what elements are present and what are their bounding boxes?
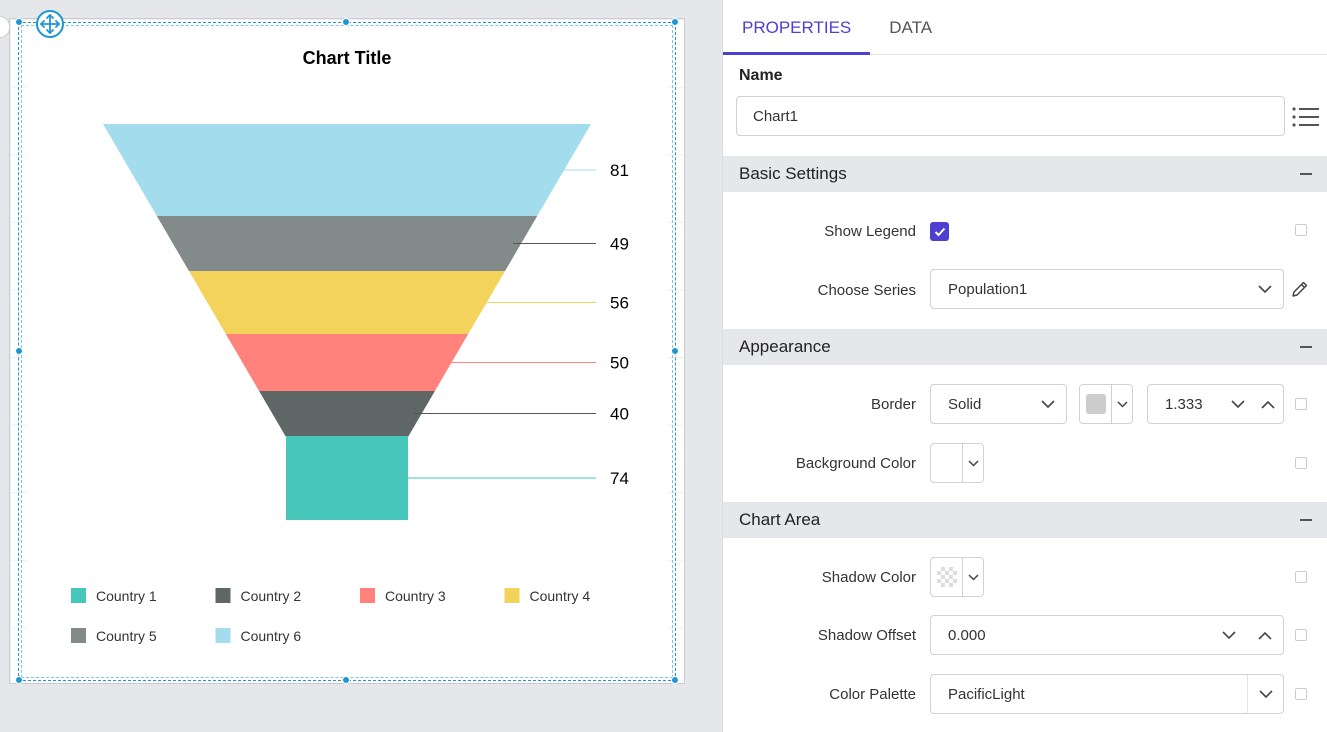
funnel-segment-country-1[interactable] [285,436,409,520]
legend-swatch[interactable] [360,588,375,603]
section-title: Chart Area [739,510,821,529]
chevron-down-icon[interactable] [1112,400,1132,408]
section-basic-settings[interactable]: Basic Settings [723,156,1327,192]
shadow-offset-stepper[interactable]: 0.000 [930,615,1284,655]
background-color-picker[interactable] [930,443,984,483]
border-reset-checkbox[interactable] [1295,398,1307,410]
legend-swatch[interactable] [215,588,231,603]
show-legend-reset-checkbox[interactable] [1295,224,1307,236]
resize-handle-tl[interactable] [15,18,23,26]
chevron-down-icon[interactable] [963,459,983,467]
legend-item-label[interactable]: Country 1 [96,588,157,604]
section-title: Appearance [739,337,831,356]
background-color-reset-checkbox[interactable] [1295,457,1307,469]
collapse-icon[interactable] [1300,519,1312,521]
chevron-down-icon[interactable] [963,573,983,581]
legend-swatch[interactable] [71,588,86,603]
legend-item-label[interactable]: Country 4 [530,588,591,604]
legend-item-label[interactable]: Country 6 [241,628,302,644]
background-color-swatch [931,444,963,482]
data-label: 81 [610,161,629,180]
show-legend-label: Show Legend [824,223,916,240]
shadow-color-reset-checkbox[interactable] [1295,571,1307,583]
data-label: 40 [610,405,629,424]
show-legend-checkbox[interactable] [930,222,949,241]
border-style-value: Solid [948,395,982,413]
legend-item-label[interactable]: Country 2 [241,588,302,604]
chevron-down-icon[interactable] [1030,399,1066,409]
chevron-down-icon[interactable] [1247,675,1283,713]
resize-handle-ml[interactable] [15,347,23,355]
color-palette-label: Color Palette [829,686,916,703]
legend-item-label[interactable]: Country 5 [96,628,157,644]
data-label: 74 [610,469,629,488]
funnel-chart[interactable]: Chart Title 81 49 56 50 40 74 Country 1 Countr… [0,0,712,700]
choose-series-label: Choose Series [817,282,916,299]
border-style-dropdown[interactable]: Solid [930,384,1067,424]
increment-chevron-icon[interactable] [1253,400,1283,409]
resize-handle-br[interactable] [671,676,679,684]
legend-swatch[interactable] [71,628,86,643]
funnel-segment-country-3[interactable] [225,334,469,391]
resize-handle-mr[interactable] [671,347,679,355]
shadow-offset-label: Shadow Offset [817,627,916,644]
section-chart-area[interactable]: Chart Area [723,502,1327,538]
section-title: Basic Settings [739,164,847,183]
border-color-swatch [1080,385,1112,423]
funnel-segment-country-5[interactable] [156,216,538,271]
border-label: Border [870,396,916,413]
color-palette-dropdown[interactable]: PacificLight [930,674,1284,714]
data-label: 50 [610,354,629,373]
design-canvas: Chart Title 81 49 56 50 40 74 Country 1 Countr… [0,0,712,700]
border-width-value: 1.333 [1165,395,1203,413]
decrement-chevron-icon[interactable] [1211,630,1247,640]
shadow-color-picker[interactable] [930,557,984,597]
color-palette-reset-checkbox[interactable] [1295,688,1307,700]
choose-series-value: Population1 [948,280,1028,298]
tab-data[interactable]: DATA [889,17,933,37]
border-width-stepper[interactable]: 1.333 [1147,384,1284,424]
panel-tabs: PROPERTIES DATA [723,0,1327,55]
resize-handle-tr[interactable] [671,18,679,26]
chevron-down-icon[interactable] [1247,284,1283,294]
color-palette-value: PacificLight [948,685,1025,703]
tab-properties[interactable]: PROPERTIES [723,0,871,55]
legend-swatch[interactable] [504,588,520,603]
legend-item-label[interactable]: Country 3 [385,588,446,604]
section-appearance[interactable]: Appearance [723,329,1327,365]
name-label: Name [739,67,783,84]
decrement-chevron-icon[interactable] [1223,399,1253,409]
legend-swatch[interactable] [215,628,231,643]
data-label: 49 [610,235,629,254]
resize-handle-bm[interactable] [342,676,350,684]
resize-handle-bl[interactable] [15,676,23,684]
shadow-color-label: Shadow Color [821,569,916,586]
resize-handle-tm[interactable] [342,18,350,26]
list-icon[interactable] [1291,105,1321,129]
name-input[interactable] [736,96,1285,136]
funnel-segment-country-2[interactable] [259,391,435,436]
chart-title: Chart Title [303,48,392,68]
choose-series-dropdown[interactable]: Population1 [930,269,1284,309]
edit-pencil-icon[interactable] [1291,280,1309,298]
move-icon[interactable] [36,10,64,38]
border-color-picker[interactable] [1079,384,1133,424]
increment-chevron-icon[interactable] [1247,631,1283,640]
shadow-offset-value: 0.000 [948,626,986,644]
collapse-icon[interactable] [1300,346,1312,348]
funnel-segment-country-6[interactable] [103,124,591,216]
funnel-segment-country-4[interactable] [188,271,506,334]
collapse-icon[interactable] [1300,173,1312,175]
background-color-label: Background Color [795,455,916,472]
transparent-swatch-icon [931,558,963,596]
properties-panel: PROPERTIES DATA Name Basic Settings Show… [722,0,1327,732]
shadow-offset-reset-checkbox[interactable] [1295,629,1307,641]
data-label: 56 [610,294,629,313]
